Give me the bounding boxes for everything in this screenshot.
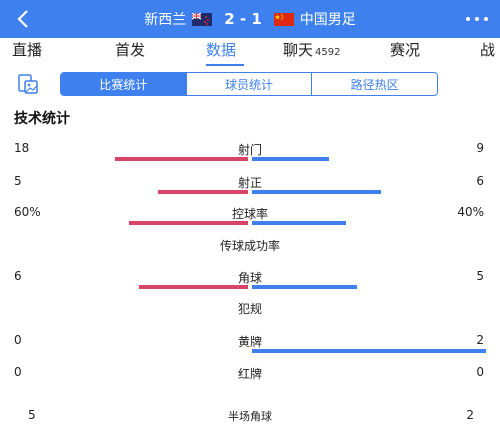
tab-data[interactable]: 数据	[206, 38, 236, 64]
tab-label: 数据	[206, 41, 237, 59]
away-bar	[252, 349, 486, 353]
stat-label: 角球	[237, 271, 262, 285]
active-tab-indicator	[206, 64, 244, 66]
away-bar	[252, 157, 329, 161]
home-value: 6	[14, 269, 22, 283]
home-bar	[115, 157, 248, 161]
home-value: 5	[28, 408, 36, 422]
china-flag-icon	[273, 12, 294, 26]
subtab-match-stats[interactable]: 比赛统计	[61, 73, 186, 95]
home-value: 0	[14, 333, 22, 347]
stat-label: 控球率	[231, 207, 268, 221]
tab-label: 首发	[115, 41, 146, 59]
away-value: 0	[476, 365, 484, 379]
home-team-name: 新西兰	[144, 12, 187, 28]
tab-events[interactable]: 赛况	[390, 38, 420, 64]
chevron-left-icon	[17, 10, 28, 28]
away-bar	[252, 285, 357, 289]
match-title: 新西兰 2 - 1	[0, 0, 500, 38]
stat-label: 射门	[237, 143, 262, 157]
home-value: 5	[14, 174, 22, 188]
more-dot-icon	[466, 17, 470, 21]
stat-label: 黄牌	[237, 335, 262, 349]
home-bar	[129, 221, 248, 225]
match-score: 2 - 1	[224, 10, 262, 28]
home-value: 0	[14, 365, 22, 379]
match-tabs: 直播 首发 数据 聊天 4592 赛况 战	[0, 38, 500, 64]
back-button[interactable]	[10, 6, 36, 32]
tab-label: 战	[480, 41, 496, 59]
section-title: 技术统计	[14, 111, 70, 127]
tab-live[interactable]: 直播	[12, 38, 42, 64]
match-header: 新西兰 2 - 1	[0, 0, 500, 38]
away-value: 5	[476, 269, 484, 283]
tab-chat[interactable]: 聊天 4592	[283, 38, 340, 64]
stats-subtabs: 比赛统计 球员统计 路径热区	[60, 72, 438, 96]
away-bar	[252, 221, 346, 225]
tab-label: 赛况	[390, 41, 421, 59]
away-value: 40%	[457, 205, 484, 219]
home-value: 60%	[14, 205, 41, 219]
new-zealand-flag-icon	[192, 12, 213, 26]
more-dot-icon	[484, 17, 488, 21]
stat-label: 传球成功率	[219, 239, 280, 253]
tab-label: 聊天	[283, 41, 314, 59]
more-dot-icon	[475, 17, 479, 21]
away-value: 9	[476, 141, 484, 155]
away-bar	[252, 190, 381, 194]
stat-label: 犯规	[237, 302, 262, 316]
tab-label: 直播	[12, 41, 43, 59]
stat-label: 射正	[237, 176, 262, 190]
home-value: 18	[14, 141, 30, 155]
home-bar	[139, 285, 248, 289]
away-team-name: 中国男足	[299, 12, 356, 28]
export-image-icon[interactable]	[16, 72, 40, 96]
stat-label: 红牌	[237, 367, 262, 381]
tab-lineup[interactable]: 首发	[115, 38, 145, 64]
chat-count: 4592	[315, 47, 341, 58]
subtab-heatmap[interactable]: 路径热区	[311, 73, 437, 95]
away-value: 2	[466, 408, 474, 422]
subtab-player-stats[interactable]: 球员统计	[185, 73, 312, 95]
away-value: 2	[476, 333, 484, 347]
home-bar	[158, 190, 248, 194]
stat-label: 半场角球	[228, 410, 272, 423]
away-value: 6	[476, 174, 484, 188]
more-button[interactable]	[466, 9, 488, 29]
tab-history[interactable]: 战	[480, 38, 495, 64]
